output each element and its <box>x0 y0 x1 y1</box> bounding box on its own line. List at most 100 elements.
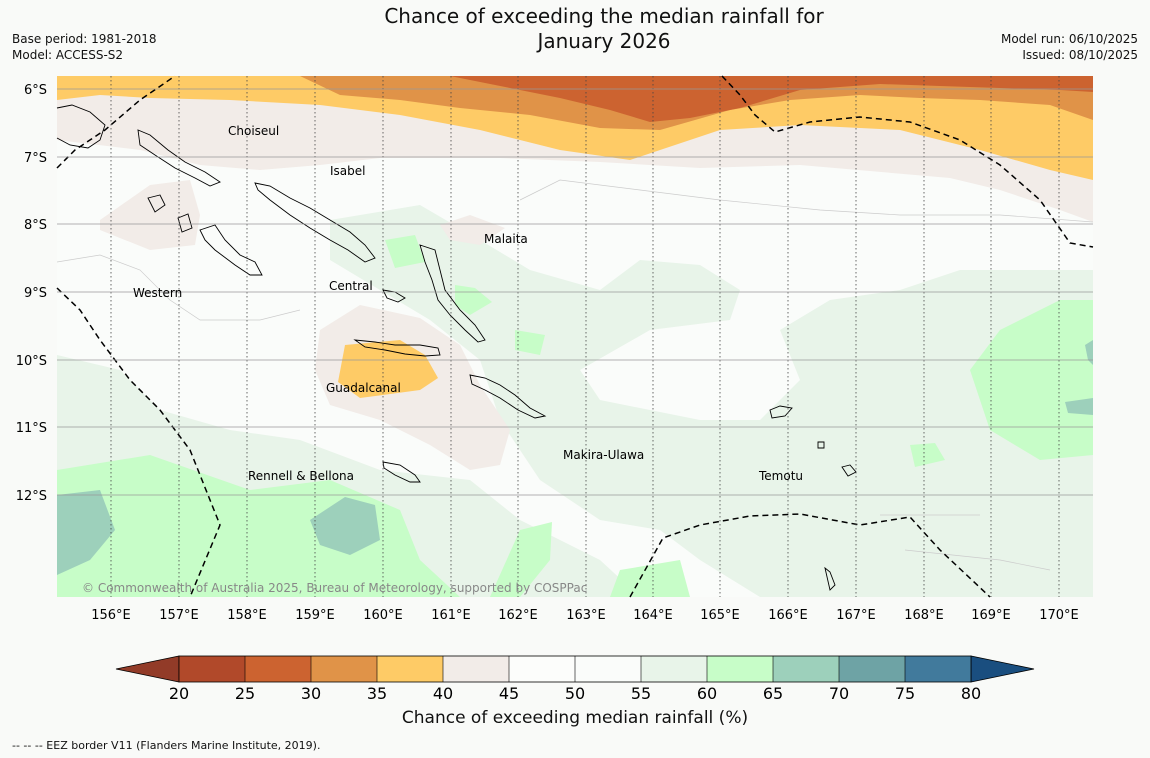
region-label-choiseul: Choiseul <box>228 124 279 138</box>
region-label-central: Central <box>329 279 373 293</box>
lon-label-161e: 161°E <box>431 608 471 623</box>
colorbar-tick-70: 70 <box>829 684 849 700</box>
colorbar-tick-40: 40 <box>433 684 453 700</box>
zone-60-65-east <box>970 300 1093 460</box>
zone-60-65-south <box>57 455 460 597</box>
lon-label-170e: 170°E <box>1039 608 1079 623</box>
region-label-makira-ulawa: Makira-Ulawa <box>563 448 644 462</box>
colorbar-swatch <box>773 656 839 682</box>
lon-label-159e: 159°E <box>295 608 335 623</box>
contour-lines-southeast <box>880 514 1051 571</box>
title-line-1: Chance of exceeding the median rainfall … <box>384 4 824 28</box>
zone-60-65-malaita-south <box>455 285 492 315</box>
colorbar-tick-45: 45 <box>499 684 519 700</box>
colorbar-swatch <box>311 656 377 682</box>
island-rennell <box>382 461 421 483</box>
island-malaita <box>419 244 486 343</box>
colorbar-tick-25: 25 <box>235 684 255 700</box>
lat-label-7s: 7°S <box>24 151 47 166</box>
colorbar-swatch <box>905 656 971 682</box>
colorbar-under-arrow <box>115 655 180 683</box>
zone-65-70-south <box>310 497 380 555</box>
colorbar-swatch <box>179 656 245 682</box>
zone-60-65-malaita <box>385 235 425 268</box>
zone-60-65-temotu <box>910 443 945 467</box>
lon-label-162e: 162°E <box>498 608 538 623</box>
zone-60-65-south-central <box>490 522 552 597</box>
copyright-text: © Commonwealth of Australia 2025, Bureau… <box>82 581 587 595</box>
model-run: Model run: 06/10/2025 <box>1000 32 1138 46</box>
zone-65-70-east <box>1065 398 1093 415</box>
lon-label-163e: 163°E <box>566 608 606 623</box>
zone-55-60-east <box>330 205 1093 597</box>
colorbar-tick-20: 20 <box>169 684 189 700</box>
latitude-lines <box>57 88 1093 496</box>
colorbar-title: Chance of exceeding median rainfall (%) <box>401 708 749 728</box>
colorbar-swatch <box>839 656 905 682</box>
map-title: Chance of exceeding the median rainfall … <box>0 4 1150 54</box>
title-line-2: January 2026 <box>537 29 671 53</box>
lon-label-168e: 168°E <box>904 608 944 623</box>
colorbar-swatch <box>509 656 575 682</box>
island-new-georgia <box>177 213 263 276</box>
island-bougainville <box>56 104 106 149</box>
zone-65-70-west <box>57 490 115 575</box>
lat-label-8s: 8°S <box>24 218 47 233</box>
zone-60-65-small <box>515 330 545 355</box>
lat-label-6s: 6°S <box>24 83 47 98</box>
region-label-rennell-bellona: Rennell & Bellona <box>248 469 354 483</box>
island-makira <box>469 374 547 419</box>
island-outlines <box>56 104 857 591</box>
zone-65-70-east-2 <box>1085 340 1093 365</box>
region-label-guadalcanal: Guadalcanal <box>326 381 401 395</box>
colorbar-tick-30: 30 <box>301 684 321 700</box>
zone-35-40-north <box>57 76 1093 180</box>
colorbar-swatch <box>641 656 707 682</box>
colorbar-tick-75: 75 <box>895 684 915 700</box>
colorbar-tick-50: 50 <box>565 684 585 700</box>
region-label-western: Western <box>133 286 182 300</box>
eez-border-north-west <box>56 75 176 169</box>
zone-25-30-north <box>450 76 1093 122</box>
colorbar-swatch <box>245 656 311 682</box>
base-period: Base period: 1981-2018 <box>12 32 157 46</box>
island-isabel <box>254 182 376 263</box>
gridlines <box>110 76 1060 597</box>
colorbar-tick-60: 60 <box>697 684 717 700</box>
region-label-temotu: Temotu <box>758 469 803 483</box>
lon-label-165e: 165°E <box>700 608 740 623</box>
meta-right: Model run: 06/10/2025 Issued: 08/10/2025 <box>1001 31 1138 63</box>
colorbar-swatch <box>575 656 641 682</box>
colorbar-tick-65: 65 <box>763 684 783 700</box>
eez-border-south <box>629 513 991 598</box>
region-label-isabel: Isabel <box>330 164 365 178</box>
region-label-malaita: Malaita <box>484 232 528 246</box>
eez-borders <box>56 75 1094 598</box>
colorbar-swatch <box>377 656 443 682</box>
zone-60-65-southeast <box>610 560 690 597</box>
lon-label-160e: 160°E <box>363 608 403 623</box>
zone-40-45-western <box>100 180 200 250</box>
issued-date: Issued: 08/10/2025 <box>1022 48 1138 62</box>
colorbar-over-arrow <box>970 655 1035 683</box>
colorbar: 20 25 30 35 40 45 50 55 60 65 70 75 80 <box>115 655 1035 700</box>
lon-label-169e: 169°E <box>971 608 1011 623</box>
map-fill-layer <box>57 76 1093 597</box>
lat-label-9s: 9°S <box>24 286 47 301</box>
model-name: Model: ACCESS-S2 <box>12 48 124 62</box>
lon-label-167e: 167°E <box>836 608 876 623</box>
island-tikopia <box>817 441 825 449</box>
lat-label-10s: 10°S <box>16 354 47 369</box>
island-south <box>824 566 836 591</box>
contour-lines <box>57 179 1093 321</box>
lon-label-157e: 157°E <box>159 608 199 623</box>
zone-40-45-malaita <box>440 215 505 245</box>
lat-label-11s: 11°S <box>16 421 47 436</box>
lon-label-164e: 164°E <box>633 608 673 623</box>
meta-left: Base period: 1981-2018 Model: ACCESS-S2 <box>12 31 157 63</box>
lon-label-158e: 158°E <box>227 608 267 623</box>
island-choiseul <box>137 129 221 187</box>
colorbar-tick-35: 35 <box>367 684 387 700</box>
island-santa-cruz <box>769 405 793 419</box>
island-guadalcanal <box>353 339 441 357</box>
